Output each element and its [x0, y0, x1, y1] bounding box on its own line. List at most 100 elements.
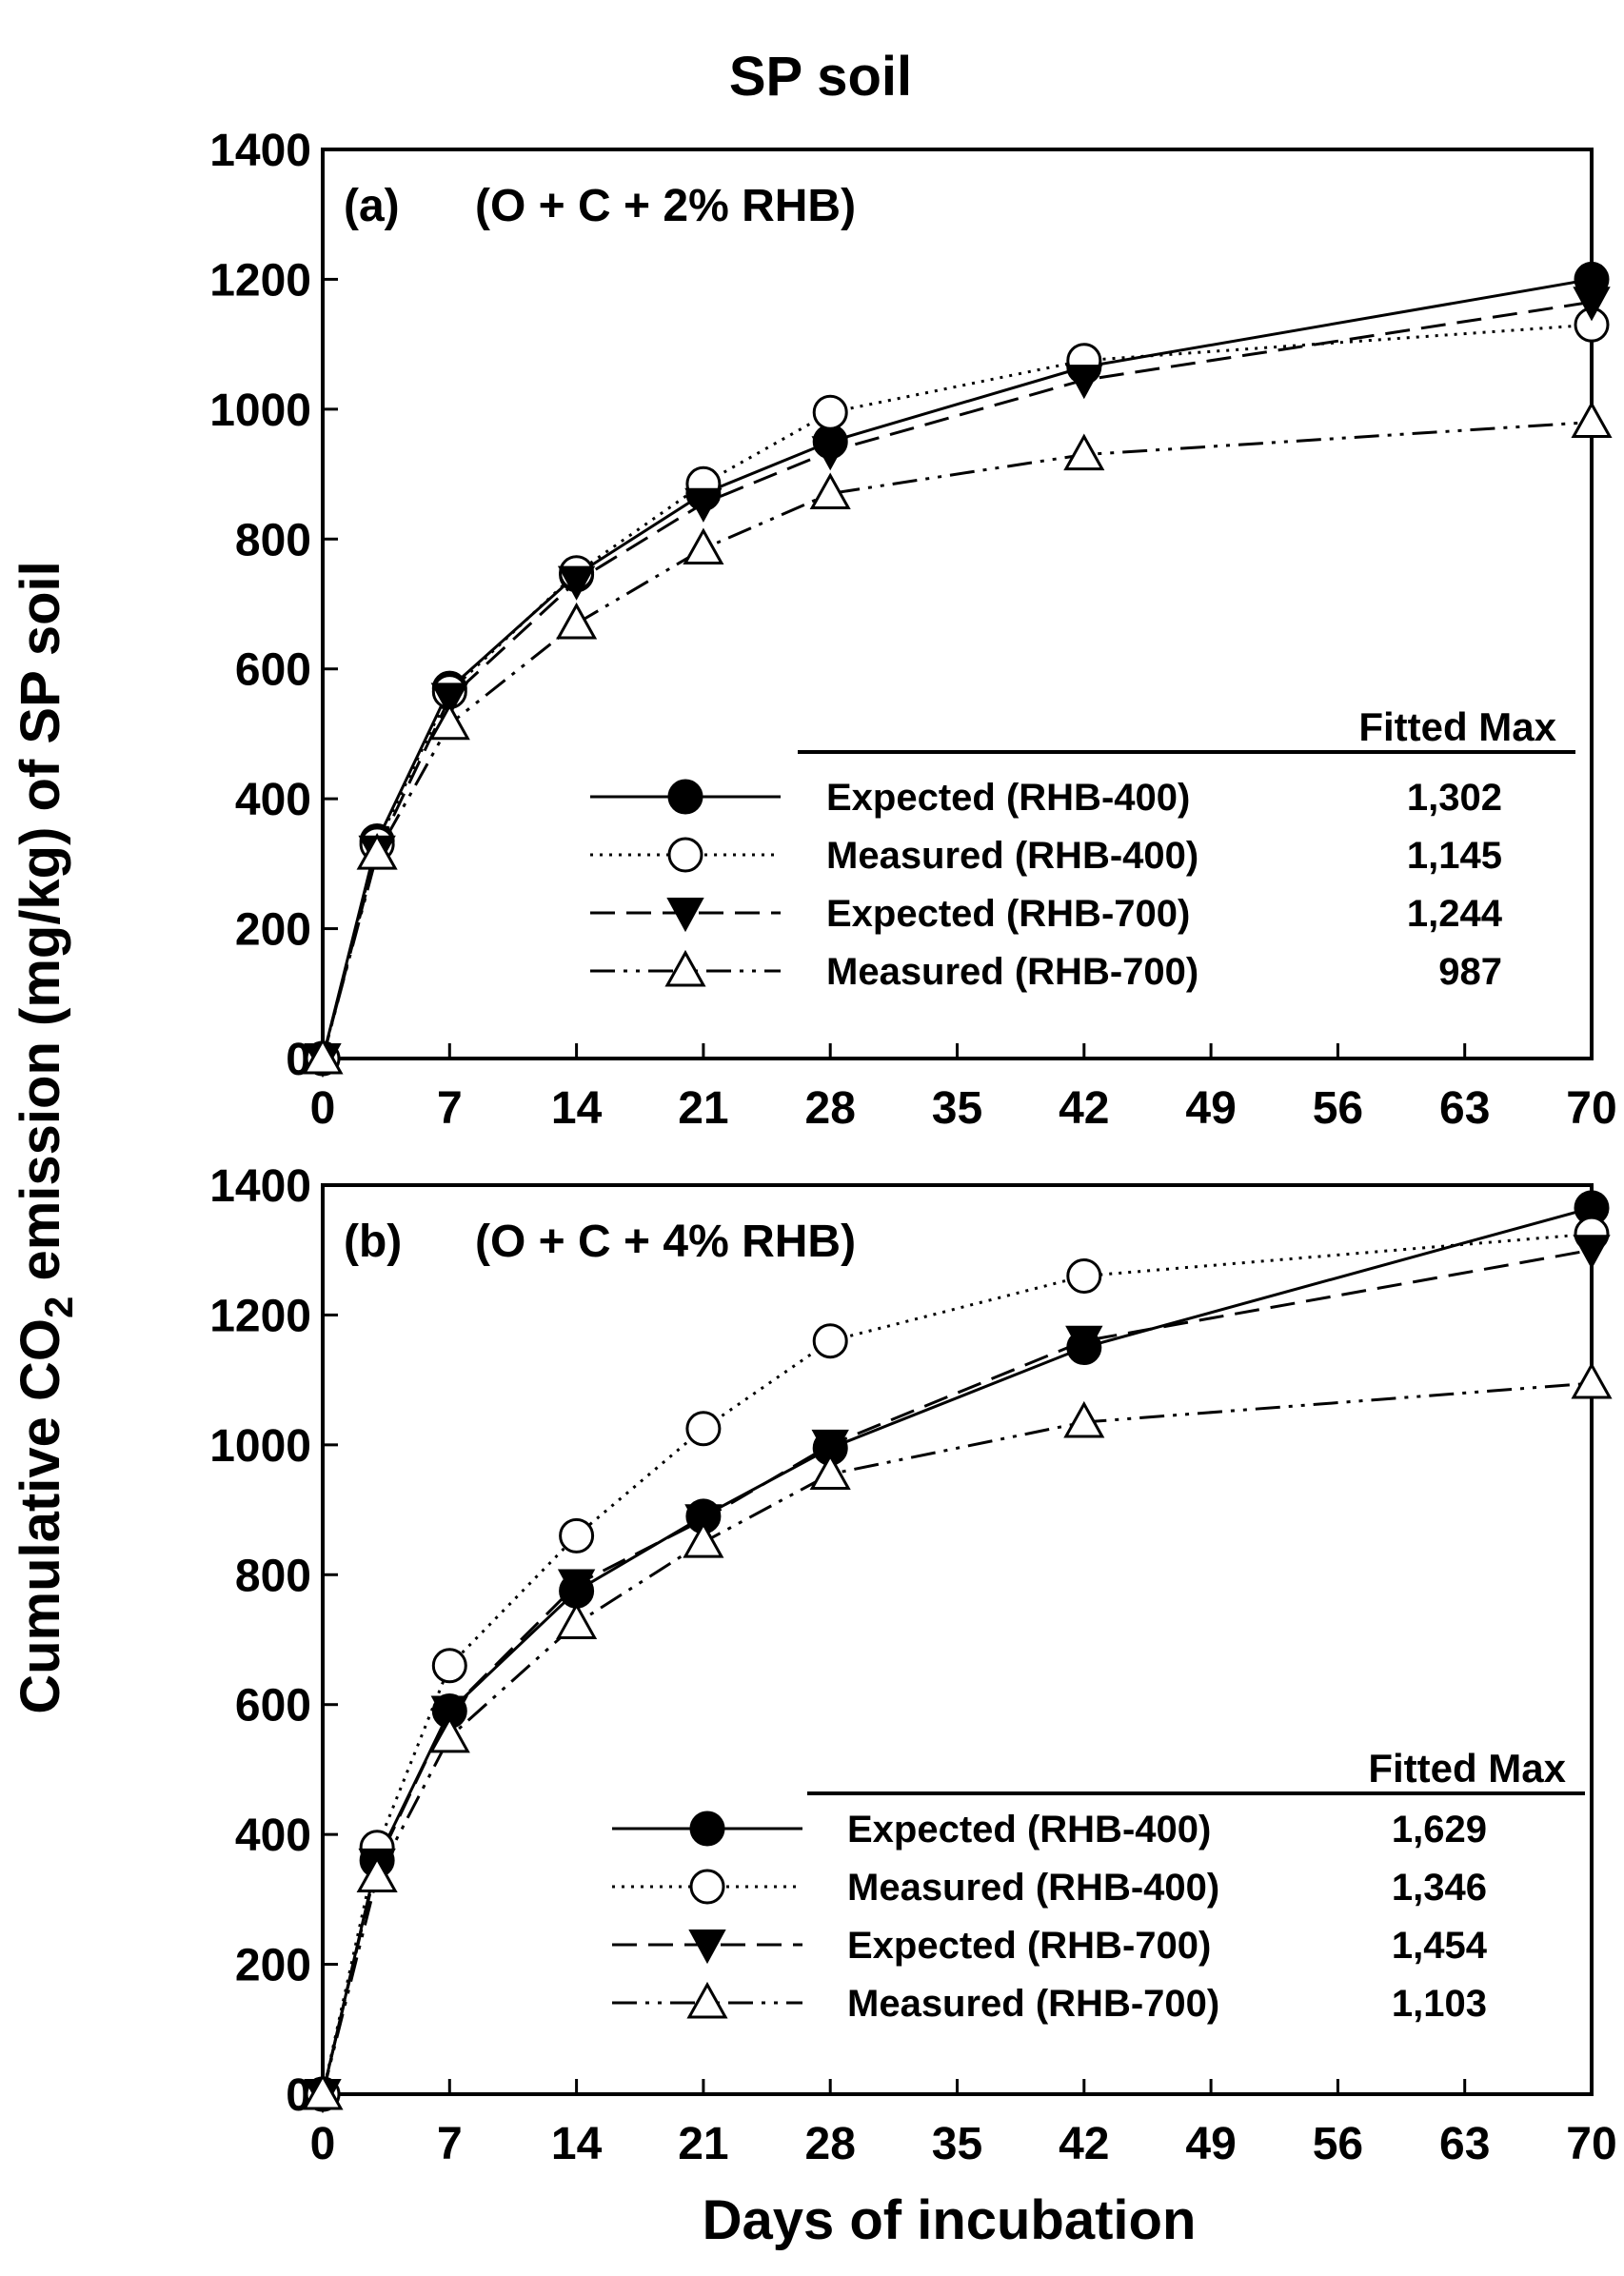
x-tick-label: 49	[1185, 2119, 1236, 2169]
legend-marker-expected-rhb-400	[689, 1811, 725, 1847]
x-tick-label: 42	[1059, 1083, 1109, 1134]
data-point-measured-rhb-400	[812, 1323, 848, 1359]
y-tick-label: 600	[235, 1681, 311, 1732]
x-tick-label: 56	[1313, 1083, 1363, 1134]
data-point-expected-rhb-700	[557, 1569, 596, 1604]
x-tick-label: 14	[551, 2119, 603, 2169]
data-point-measured-rhb-400	[685, 1411, 722, 1447]
legend-label-measured-rhb-400: Measured (RHB-400)	[847, 1867, 1219, 1909]
y-tick-label: 1000	[209, 386, 311, 436]
legend-header: Fitted Max	[1358, 704, 1556, 749]
data-point-measured-rhb-700	[809, 1453, 851, 1491]
data-point-measured-rhb-700	[428, 703, 470, 741]
legend-marker-expected-rhb-400	[667, 779, 703, 815]
data-point-expected-rhb-700	[1065, 365, 1103, 400]
data-point-expected-rhb-700	[430, 1695, 468, 1731]
y-tick-label: 1200	[209, 1291, 311, 1341]
data-point-measured-rhb-700	[556, 602, 598, 640]
x-tick-label: 35	[932, 1083, 982, 1134]
data-point-measured-rhb-700	[1571, 1361, 1613, 1399]
y-tick-label: 1000	[209, 1421, 311, 1472]
x-tick-label: 21	[678, 1083, 728, 1134]
legend-header: Fitted Max	[1368, 1746, 1566, 1791]
data-point-expected-rhb-700	[557, 565, 596, 601]
x-tick-label: 0	[310, 1083, 336, 1134]
data-point-measured-rhb-400	[1066, 1258, 1102, 1294]
data-point-measured-rhb-700	[302, 2072, 344, 2110]
data-point-expected-rhb-700	[1065, 1325, 1103, 1360]
legend-fitted-max-expected-rhb-700: 1,244	[1407, 893, 1503, 935]
x-tick-label: 42	[1059, 2119, 1109, 2169]
x-tick-label: 28	[805, 1083, 856, 1134]
x-tick-label: 70	[1566, 1083, 1616, 1134]
data-point-measured-rhb-400	[431, 1648, 467, 1684]
panel-label: (b)	[344, 1217, 402, 1267]
panel-treatment: (O + C + 2% RHB)	[475, 181, 856, 231]
y-tick-label: 600	[235, 645, 311, 696]
legend-marker-expected-rhb-700	[688, 1930, 726, 1965]
legend-marker-measured-rhb-400	[689, 1869, 725, 1905]
y-tick-label: 1200	[209, 255, 311, 306]
data-point-measured-rhb-700	[1571, 401, 1613, 438]
data-point-expected-rhb-700	[684, 1504, 723, 1539]
legend-label-expected-rhb-700: Expected (RHB-700)	[826, 893, 1190, 935]
y-tick-label: 800	[235, 515, 311, 565]
legend-label-measured-rhb-400: Measured (RHB-400)	[826, 835, 1198, 877]
x-tick-label: 21	[678, 2119, 728, 2169]
legend-marker-measured-rhb-400	[667, 837, 703, 873]
legend-fitted-max-expected-rhb-400: 1,629	[1392, 1809, 1487, 1850]
data-point-measured-rhb-700	[356, 1855, 398, 1892]
legend-fitted-max-expected-rhb-700: 1,454	[1392, 1925, 1488, 1967]
y-axis-title: Cumulative CO2 emission (mg/kg) of SP so…	[10, 561, 81, 1714]
data-point-expected-rhb-700	[430, 683, 468, 718]
data-point-measured-rhb-700	[1063, 1400, 1105, 1438]
legend-fitted-max-expected-rhb-400: 1,302	[1407, 777, 1502, 819]
data-point-measured-rhb-700	[683, 527, 724, 565]
legend-fitted-max-measured-rhb-700: 1,103	[1392, 1983, 1487, 2025]
x-tick-label: 7	[437, 2119, 463, 2169]
x-tick-label: 0	[310, 2119, 336, 2169]
y-tick-label: 800	[235, 1551, 311, 1601]
legend-marker-measured-rhb-700	[686, 1981, 728, 2019]
data-point-expected-rhb-700	[684, 487, 723, 523]
x-tick-label: 63	[1439, 1083, 1490, 1134]
panel-label: (a)	[344, 181, 400, 231]
series-line-expected-rhb-400	[321, 277, 1593, 1059]
data-point-expected-rhb-700	[811, 436, 849, 471]
legend-label-expected-rhb-400: Expected (RHB-400)	[826, 777, 1190, 819]
y-tick-label: 200	[235, 905, 311, 956]
x-axis-title: Days of incubation	[703, 2189, 1197, 2251]
data-point-expected-rhb-700	[811, 1429, 849, 1464]
x-tick-label: 14	[551, 1083, 603, 1134]
series-line-measured-rhb-400	[321, 323, 1593, 1059]
y-tick-label: 1400	[209, 126, 311, 176]
data-point-measured-rhb-400	[812, 394, 848, 430]
panel-treatment: (O + C + 4% RHB)	[475, 1217, 856, 1267]
data-point-expected-rhb-700	[1573, 1235, 1611, 1270]
data-point-measured-rhb-700	[1063, 433, 1105, 471]
y-tick-label: 1400	[209, 1161, 311, 1212]
x-tick-label: 70	[1566, 2119, 1616, 2169]
series-line-expected-rhb-700	[321, 300, 1593, 1059]
y-tick-label: 400	[235, 1811, 311, 1861]
y-tick-label: 200	[235, 1941, 311, 1991]
x-tick-label: 56	[1313, 2119, 1363, 2169]
x-tick-label: 28	[805, 2119, 856, 2169]
data-point-expected-rhb-700	[1573, 287, 1611, 322]
data-point-measured-rhb-700	[356, 833, 398, 870]
legend-label-expected-rhb-700: Expected (RHB-700)	[847, 1925, 1211, 1967]
x-tick-label: 63	[1439, 2119, 1490, 2169]
x-tick-label: 35	[932, 2119, 982, 2169]
y-tick-label: 400	[235, 775, 311, 825]
data-point-measured-rhb-700	[428, 1715, 470, 1753]
legend-marker-expected-rhb-700	[666, 898, 704, 933]
data-point-measured-rhb-700	[683, 1521, 724, 1558]
legend-fitted-max-measured-rhb-700: 987	[1438, 951, 1502, 993]
legend-fitted-max-measured-rhb-400: 1,346	[1392, 1867, 1487, 1909]
legend-fitted-max-measured-rhb-400: 1,145	[1407, 835, 1502, 877]
legend-label-measured-rhb-700: Measured (RHB-700)	[847, 1983, 1219, 2025]
legend-label-expected-rhb-400: Expected (RHB-400)	[847, 1809, 1211, 1850]
